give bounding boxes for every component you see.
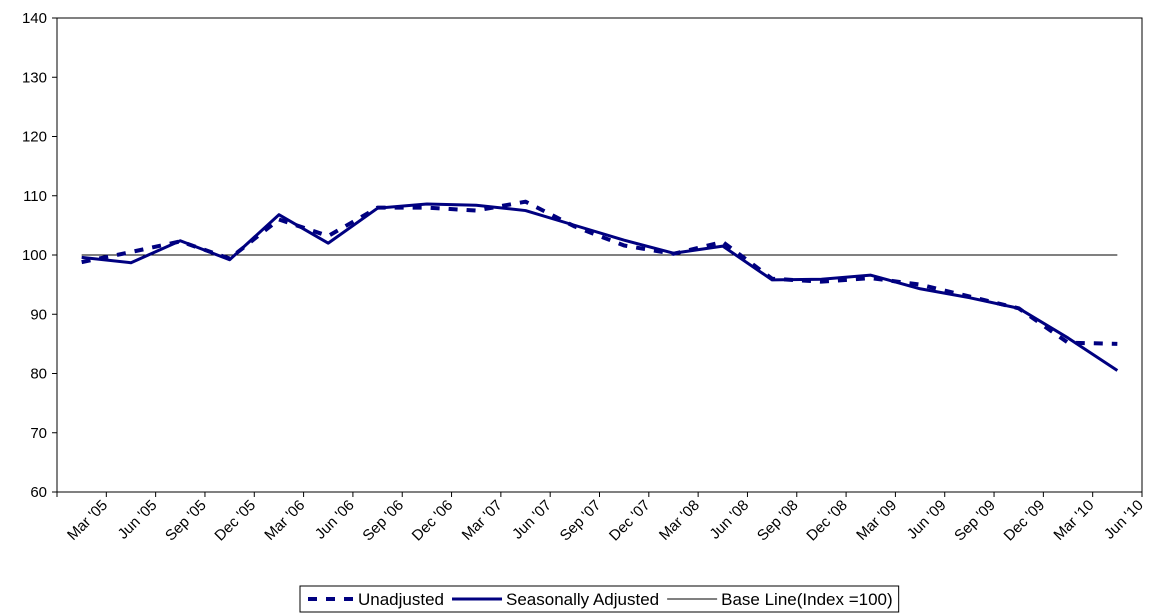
x-tick-label: Mar '07 — [459, 497, 506, 544]
x-tick-label: Sep '06 — [359, 497, 407, 545]
y-tick-label: 100 — [22, 247, 47, 264]
y-tick-label: 120 — [22, 129, 47, 146]
x-tick-label: Sep '05 — [162, 497, 210, 545]
x-tick-label: Jun '08 — [706, 497, 752, 543]
x-tick-label: Dec '05 — [211, 497, 259, 545]
legend-label: Seasonally Adjusted — [506, 590, 659, 609]
x-tick-label: Dec '07 — [606, 497, 654, 545]
y-tick-label: 110 — [23, 188, 47, 205]
x-tick-label: Dec '09 — [1001, 497, 1049, 545]
legend: Unadjusted Seasonally Adjusted Base Line(I… — [299, 585, 900, 613]
y-tick-label: 140 — [22, 10, 47, 27]
x-tick-label: Dec '08 — [803, 497, 851, 545]
x-axis: Mar '05 Jun '05 Sep '05 Dec '05 Mar '06 Jun '… — [56, 492, 1147, 545]
y-tick-label: 90 — [30, 306, 47, 323]
y-tick-label: 60 — [30, 484, 47, 501]
x-tick-label: Jun '09 — [904, 497, 950, 543]
x-tick-label: Jun '10 — [1101, 497, 1147, 543]
series-line-seasonally-adjusted — [81, 202, 1119, 372]
y-tick-label: 80 — [30, 366, 47, 383]
x-tick-label: Mar '06 — [261, 497, 308, 544]
y-axis: 60 70 80 90 100 110 120 130 140 — [22, 10, 57, 501]
x-tick-label: Mar '05 — [64, 497, 111, 544]
series-layer — [81, 199, 1119, 372]
legend-label: Base Line(Index =100) — [721, 590, 893, 609]
x-tick-label: Sep '07 — [557, 497, 605, 545]
x-tick-label: Mar '10 — [1050, 497, 1097, 544]
legend-label: Unadjusted — [358, 590, 444, 609]
x-tick-label: Mar '09 — [853, 497, 900, 544]
y-tick-label: 70 — [30, 425, 47, 442]
x-tick-label: Sep '09 — [951, 497, 999, 545]
series-line-unadjusted — [81, 199, 1118, 346]
x-tick-label: Dec '06 — [409, 497, 457, 545]
legend-box — [299, 585, 900, 613]
x-tick-label: Jun '06 — [312, 497, 358, 543]
x-tick-label: Jun '05 — [115, 497, 161, 543]
x-tick-label: Sep '08 — [754, 497, 802, 545]
y-tick-label: 130 — [22, 69, 47, 86]
x-tick-label: Jun '07 — [509, 497, 555, 543]
x-tick-label: Mar '08 — [656, 497, 703, 544]
